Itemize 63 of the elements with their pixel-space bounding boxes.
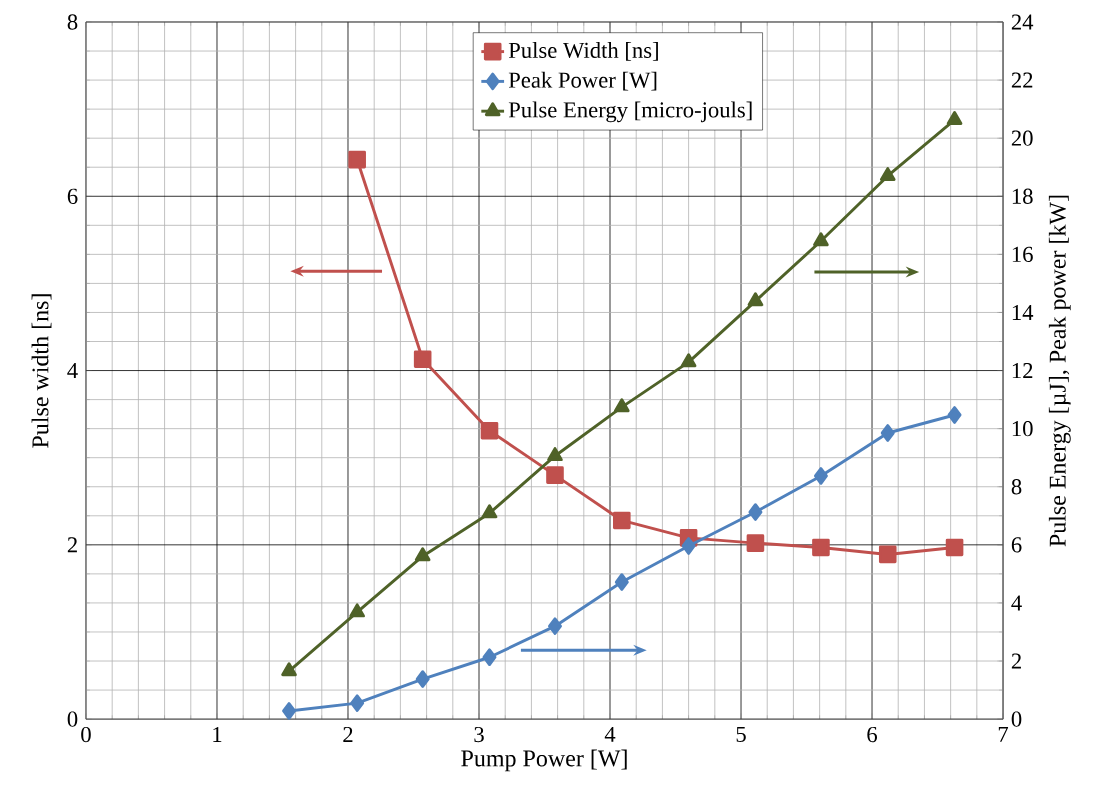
- legend-label: Peak Power [W]: [508, 71, 657, 91]
- y2-tick-label: 18: [1012, 188, 1033, 204]
- x-tick-label: 5: [736, 726, 746, 742]
- y2-tick-label: 16: [1012, 246, 1033, 262]
- x-tick-label: 3: [474, 726, 484, 742]
- point: [482, 648, 497, 666]
- point: [480, 421, 499, 440]
- point: [813, 466, 828, 485]
- point: [481, 504, 498, 519]
- x-tick-label: 4: [604, 726, 616, 742]
- point: [282, 701, 297, 720]
- legend-label: Pulse Width [ns]: [508, 41, 658, 61]
- y2-tick-label: 6: [1011, 537, 1022, 553]
- y2-axis-title: Pulse Energy [µJ], Peak power [kW]: [1048, 195, 1071, 547]
- point: [349, 603, 365, 618]
- x-tick-label: 7: [998, 726, 1009, 742]
- point: [547, 446, 563, 461]
- point: [748, 503, 763, 521]
- point: [945, 538, 964, 557]
- y2-tick-label: 8: [1011, 478, 1022, 495]
- y-axis-title: Pulse width [ns]: [31, 294, 52, 448]
- point: [813, 232, 829, 246]
- y2-tick-label: 20: [1011, 130, 1033, 146]
- y2-tick-label: 14: [1012, 304, 1034, 320]
- x-axis-title: Pump Power [W]: [461, 749, 627, 772]
- point: [348, 150, 366, 169]
- y2-tick-label: 12: [1012, 362, 1033, 378]
- y2-tick-label: 2: [1011, 653, 1021, 669]
- x-tick-label: 6: [867, 726, 878, 742]
- point: [812, 538, 830, 557]
- point: [680, 353, 697, 368]
- y-tick-label: 0: [67, 711, 78, 727]
- y-tick-label: 4: [67, 362, 78, 378]
- point: [548, 617, 562, 635]
- y2-tick-label: 4: [1011, 595, 1022, 611]
- point: [614, 573, 629, 591]
- x-tick-label: 0: [81, 726, 91, 743]
- point: [350, 694, 365, 712]
- point: [546, 466, 564, 484]
- point: [946, 110, 963, 125]
- point: [414, 547, 431, 562]
- point: [413, 350, 432, 368]
- y-tick-label: 8: [67, 14, 78, 30]
- x-tick-label: 2: [343, 726, 353, 742]
- point: [879, 166, 896, 181]
- point: [747, 292, 764, 307]
- point: [613, 511, 631, 530]
- y2-tick-label: 22: [1011, 72, 1033, 88]
- point: [878, 545, 897, 564]
- point: [947, 405, 962, 424]
- point: [681, 536, 696, 555]
- point: [880, 424, 895, 442]
- point: [415, 670, 430, 688]
- y-tick-label: 2: [67, 537, 77, 553]
- legend-label: Pulse Energy [micro-jouls]: [508, 101, 752, 123]
- y-tick-label: 6: [67, 188, 78, 204]
- point: [281, 662, 297, 677]
- point: [613, 398, 630, 413]
- y2-tick-label: 24: [1011, 14, 1034, 30]
- y2-tick-label: 10: [1012, 420, 1033, 437]
- x-tick-label: 1: [213, 726, 222, 742]
- point: [746, 534, 765, 552]
- y2-tick-label: 0: [1011, 711, 1022, 727]
